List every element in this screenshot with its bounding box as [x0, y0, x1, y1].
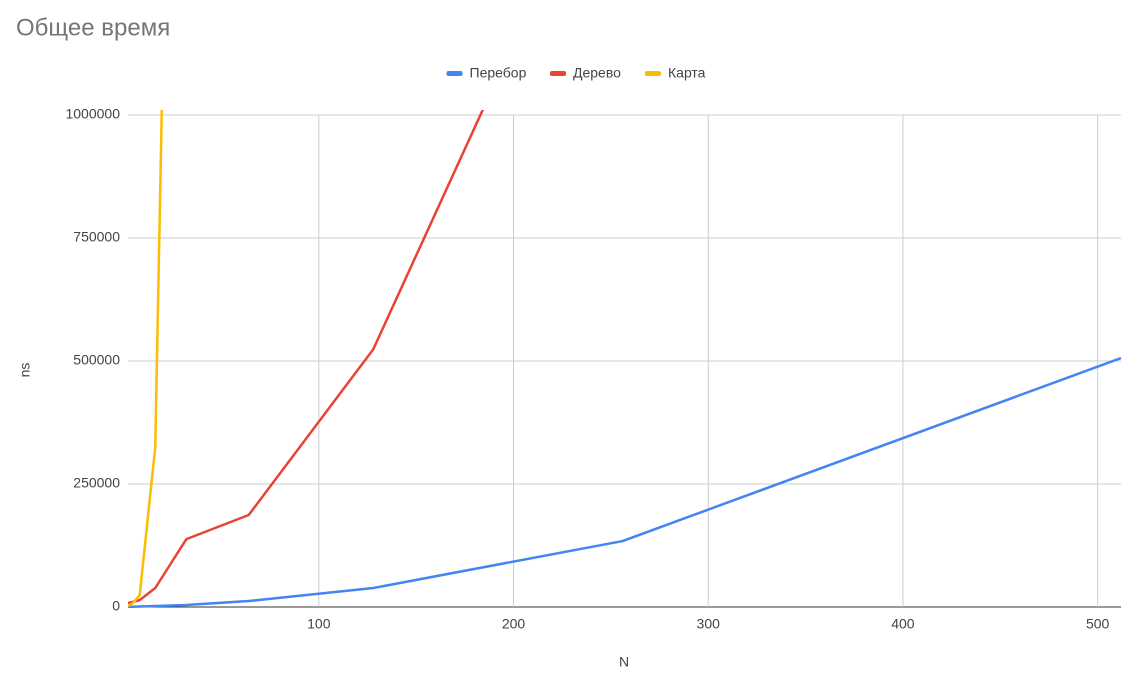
x-axis-title: N: [619, 654, 629, 670]
legend-label: Дерево: [573, 65, 621, 81]
legend-swatch: [550, 71, 566, 76]
chart-title: Общее время: [16, 14, 170, 41]
y-axis-title: ns: [17, 363, 33, 378]
x-tick-label: 100: [307, 616, 331, 632]
legend-swatch: [645, 71, 661, 76]
legend-label: Перебор: [470, 65, 527, 81]
y-tick-label: 0: [112, 598, 120, 614]
line: [128, 110, 164, 608]
x-tick-label: 300: [697, 616, 721, 632]
legend: Перебор Дерево Карта: [446, 65, 706, 81]
line: [128, 110, 485, 605]
legend-label: Карта: [668, 65, 706, 81]
plot-area: [128, 110, 1122, 608]
y-tick-label: 500000: [73, 352, 120, 368]
x-tick-label: 200: [502, 616, 526, 632]
y-tick-label: 250000: [73, 475, 120, 491]
y-tick-label: 750000: [73, 229, 120, 245]
line: [128, 356, 1122, 608]
y-tick-label: 1000000: [65, 106, 120, 122]
x-tick-label: 400: [891, 616, 915, 632]
x-tick-label: 500: [1086, 616, 1110, 632]
legend-swatch: [446, 71, 463, 76]
